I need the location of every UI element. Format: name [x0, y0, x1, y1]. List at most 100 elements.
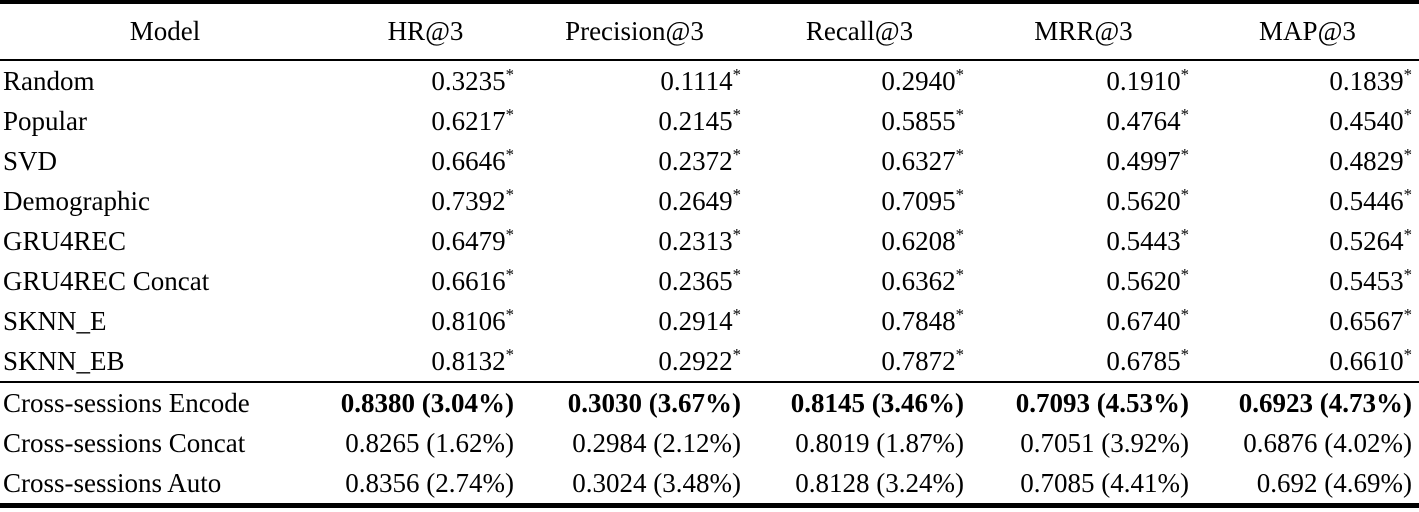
significance-marker: * [1180, 304, 1189, 324]
model-cell: SKNN_E [3, 305, 107, 336]
metric-cell: 0.7093 (4.53%) [1015, 387, 1189, 418]
significance-marker: * [1403, 104, 1412, 124]
significance-marker: * [732, 104, 741, 124]
metric-cell: 0.5855* [881, 104, 964, 136]
significance-marker: * [732, 224, 741, 244]
table-row-random: Random 0.3235* 0.1114* 0.2940* 0.1910* 0… [0, 60, 1419, 101]
significance-marker: * [732, 264, 741, 284]
significance-marker: * [732, 64, 741, 84]
model-cell: Cross-sessions Auto [3, 467, 222, 498]
table-row-sknn-e: SKNN_E 0.8106* 0.2914* 0.7848* 0.6740* 0… [0, 301, 1419, 341]
model-cell: GRU4REC [3, 225, 127, 256]
metric-cell: 0.8132* [431, 344, 514, 376]
model-cell: Cross-sessions Encode [3, 387, 250, 418]
table-row-popular: Popular 0.6217* 0.2145* 0.5855* 0.4764* … [0, 101, 1419, 141]
metric-cell: 0.7872* [881, 344, 964, 376]
metric-cell: 0.8265 (1.62%) [345, 427, 514, 458]
significance-marker: * [1403, 64, 1412, 84]
significance-marker: * [732, 344, 741, 364]
metric-cell: 0.2365* [658, 264, 741, 296]
significance-marker: * [1180, 344, 1189, 364]
header-row: Model HR@3 Precision@3 Recall@3 MRR@3 MA… [0, 2, 1419, 60]
metric-cell: 0.6646* [431, 144, 514, 176]
table-row-cross-sessions-encode: Cross-sessions Encode 0.8380 (3.04%) 0.3… [0, 382, 1419, 423]
metric-cell: 0.2984 (2.12%) [572, 427, 741, 458]
metric-cell: 0.4829* [1329, 144, 1412, 176]
model-cell: Demographic [3, 185, 150, 216]
metric-cell: 0.6610* [1329, 344, 1412, 376]
table-row-sknn-eb: SKNN_EB 0.8132* 0.2922* 0.7872* 0.6785* … [0, 341, 1419, 382]
significance-marker: * [505, 224, 514, 244]
significance-marker: * [955, 104, 964, 124]
metric-cell: 0.6567* [1329, 304, 1412, 336]
significance-marker: * [732, 184, 741, 204]
significance-marker: * [505, 344, 514, 364]
model-cell: Random [3, 65, 95, 96]
metric-cell: 0.7392* [431, 184, 514, 216]
metric-cell: 0.8380 (3.04%) [340, 387, 514, 418]
metric-cell: 0.1910* [1106, 64, 1189, 96]
metric-cell: 0.7848* [881, 304, 964, 336]
model-cell: Cross-sessions Concat [3, 427, 246, 458]
significance-marker: * [955, 264, 964, 284]
model-cell: SKNN_EB [3, 345, 125, 376]
significance-marker: * [505, 144, 514, 164]
metric-cell: 0.2940* [881, 64, 964, 96]
metric-cell: 0.5620* [1106, 184, 1189, 216]
table-row-cross-sessions-concat: Cross-sessions Concat 0.8265 (1.62%) 0.2… [0, 423, 1419, 463]
metric-cell: 0.5443* [1106, 224, 1189, 256]
significance-marker: * [505, 64, 514, 84]
metric-cell: 0.2914* [658, 304, 741, 336]
significance-marker: * [955, 64, 964, 84]
column-header-mrr3: MRR@3 [1034, 16, 1133, 46]
table-header: Model HR@3 Precision@3 Recall@3 MRR@3 MA… [0, 2, 1419, 60]
metric-cell: 0.6785* [1106, 344, 1189, 376]
significance-marker: * [505, 264, 514, 284]
metric-cell: 0.2313* [658, 224, 741, 256]
significance-marker: * [955, 344, 964, 364]
metric-cell: 0.5620* [1106, 264, 1189, 296]
table-row-demographic: Demographic 0.7392* 0.2649* 0.7095* 0.56… [0, 181, 1419, 221]
significance-marker: * [1403, 264, 1412, 284]
metric-cell: 0.4997* [1106, 144, 1189, 176]
metric-cell: 0.2145* [658, 104, 741, 136]
metric-cell: 0.8145 (3.46%) [790, 387, 964, 418]
significance-marker: * [1180, 104, 1189, 124]
table-row-svd: SVD 0.6646* 0.2372* 0.6327* 0.4997* 0.48… [0, 141, 1419, 181]
significance-marker: * [1403, 304, 1412, 324]
metric-cell: 0.4540* [1329, 104, 1412, 136]
column-header-recall3: Recall@3 [805, 16, 914, 46]
significance-marker: * [1180, 64, 1189, 84]
metric-cell: 0.6362* [881, 264, 964, 296]
column-header-model: Model [129, 16, 201, 46]
significance-marker: * [505, 104, 514, 124]
baseline-section: Random 0.3235* 0.1114* 0.2940* 0.1910* 0… [0, 60, 1419, 382]
significance-marker: * [505, 184, 514, 204]
metric-cell: 0.6208* [881, 224, 964, 256]
metric-cell: 0.6740* [1106, 304, 1189, 336]
significance-marker: * [1180, 264, 1189, 284]
metric-cell: 0.1114* [660, 64, 741, 96]
column-header-map3: MAP@3 [1259, 16, 1356, 46]
significance-marker: * [1403, 144, 1412, 164]
column-header-precision3: Precision@3 [565, 16, 704, 46]
significance-marker: * [955, 184, 964, 204]
model-cell: GRU4REC Concat [3, 265, 210, 296]
metric-cell: 0.692 (4.69%) [1256, 467, 1412, 498]
significance-marker: * [1180, 184, 1189, 204]
model-cell: Popular [3, 105, 87, 136]
significance-marker: * [732, 304, 741, 324]
significance-marker: * [955, 304, 964, 324]
cross-sessions-section: Cross-sessions Encode 0.8380 (3.04%) 0.3… [0, 382, 1419, 506]
metric-cell: 0.3024 (3.48%) [572, 467, 741, 498]
metric-cell: 0.6327* [881, 144, 964, 176]
metric-cell: 0.6217* [431, 104, 514, 136]
metric-cell: 0.2922* [658, 344, 741, 376]
model-cell: SVD [3, 145, 58, 176]
table-row-gru4rec: GRU4REC 0.6479* 0.2313* 0.6208* 0.5443* … [0, 221, 1419, 261]
metric-cell: 0.6616* [431, 264, 514, 296]
column-header-hr3: HR@3 [387, 16, 464, 46]
table-row-cross-sessions-auto: Cross-sessions Auto 0.8356 (2.74%) 0.302… [0, 463, 1419, 506]
metric-cell: 0.6479* [431, 224, 514, 256]
